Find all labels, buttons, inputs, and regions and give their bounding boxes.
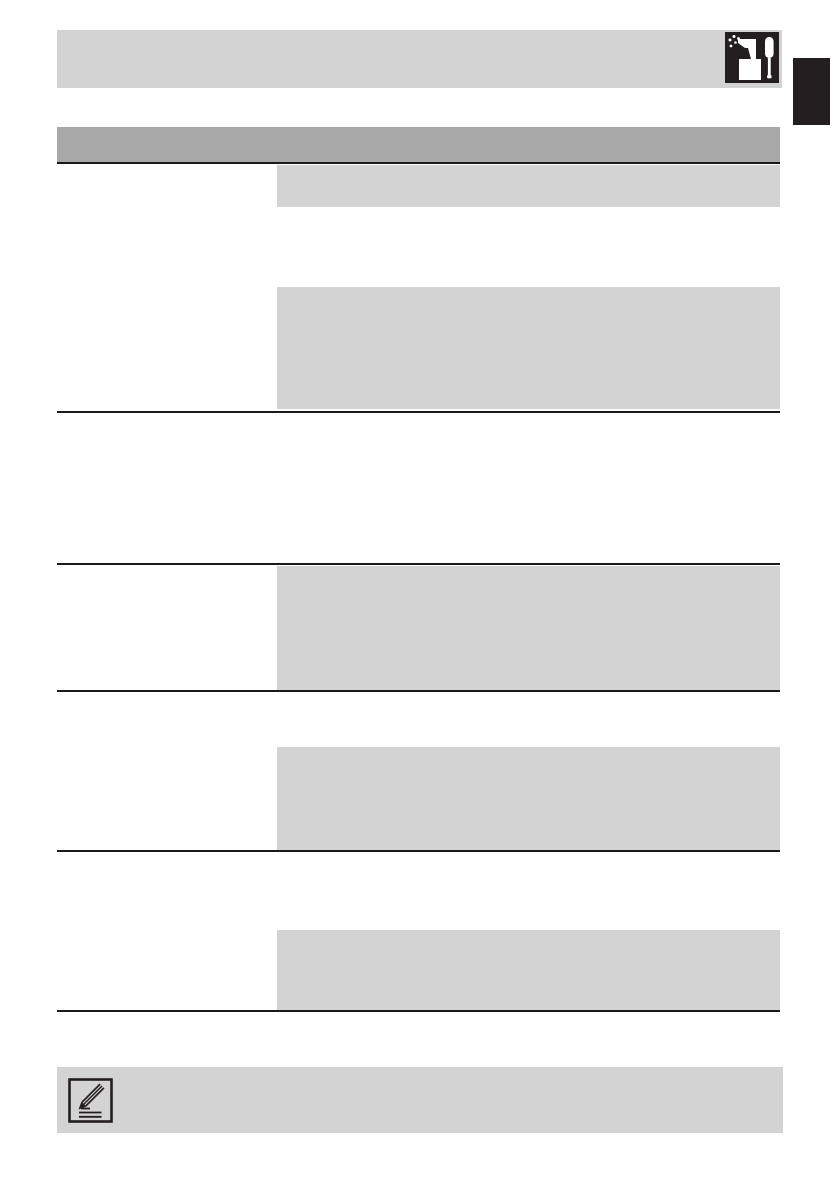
row-divider <box>57 1010 780 1012</box>
pencil-note-icon <box>68 1078 113 1123</box>
content-placeholder-block <box>277 165 780 207</box>
row-divider <box>57 411 780 413</box>
row-divider <box>57 850 780 852</box>
table-header-band <box>57 127 780 164</box>
content-placeholder-block <box>277 566 780 690</box>
spray-bottle-screwdriver-icon <box>725 32 779 83</box>
row-divider <box>57 690 780 692</box>
page-header-band <box>57 30 782 88</box>
row-divider <box>57 563 780 565</box>
chapter-edge-tab <box>793 58 830 125</box>
note-band <box>57 1067 783 1133</box>
content-placeholder-block <box>277 287 780 409</box>
content-placeholder-block <box>277 747 780 850</box>
content-placeholder-block <box>277 930 780 1010</box>
